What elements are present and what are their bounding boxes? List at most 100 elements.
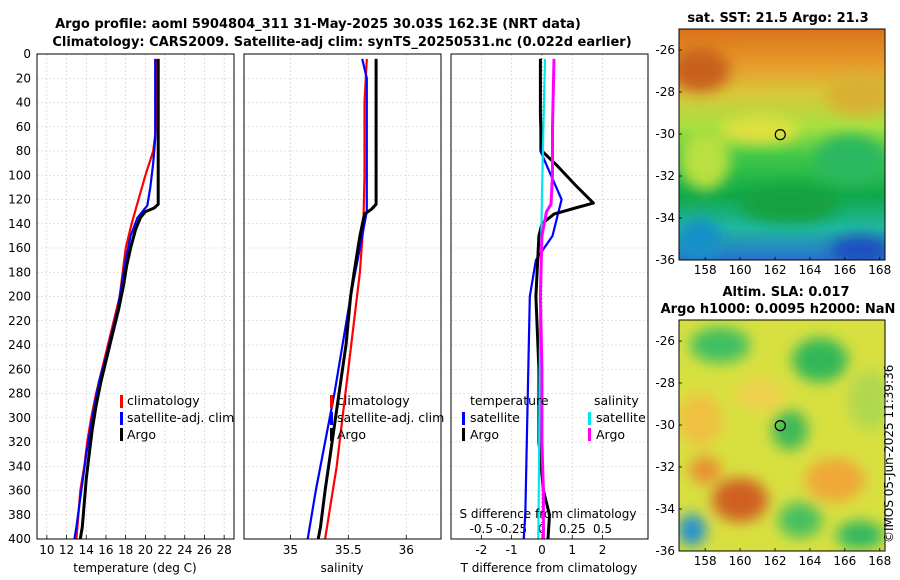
x-tick-label: 24 [177, 543, 192, 557]
salinity-legend: climatology satellite-adj. clim Argo [330, 393, 444, 442]
y-tick-label: 0 [23, 47, 31, 61]
legend-swatch-t-satellite [462, 412, 465, 425]
map-x-tick-label: 158 [694, 554, 717, 568]
legend-swatch-argo [120, 428, 123, 441]
map-x-tick-label: 160 [729, 554, 752, 568]
legend-swatch-satellite [330, 412, 333, 425]
y-tick-label: 80 [16, 144, 31, 158]
x-tick-label: 2 [599, 543, 607, 557]
plot-frame [450, 53, 649, 540]
x-tick-label: 35 [283, 543, 298, 557]
sst-map [679, 29, 885, 260]
y-tick-label: 40 [16, 96, 31, 110]
map-y-tick-label: -30 [655, 127, 675, 141]
legend-swatch-t-argo [462, 428, 465, 441]
x-tick-label: 1 [568, 543, 576, 557]
legend-swatch-climatology [120, 395, 123, 408]
x-tick-label: 20 [138, 543, 153, 557]
legend-swatch-s-argo [588, 428, 591, 441]
map-y-tick-label: -30 [655, 418, 675, 432]
y-tick-label: 260 [8, 362, 31, 376]
y-tick-label: 120 [8, 193, 31, 207]
difference-panel: -2 -1 0 1 2-0.5 -0.25 0 0.25 0.5 [450, 53, 649, 557]
y-tick-label: 400 [8, 532, 31, 546]
argo-location-marker [774, 420, 786, 432]
x-tick-label: 16 [98, 543, 113, 557]
legend-temperature-title: temperature [470, 393, 549, 408]
map-x-tick-label: 166 [833, 554, 856, 568]
header-line2: Climatology: CARS2009. Satellite-adj cli… [52, 35, 631, 50]
map-x-tick-label: 162 [764, 554, 787, 568]
sst-map-frame [678, 28, 886, 261]
sst-map-title: sat. SST: 21.5 Argo: 21.3 [687, 11, 868, 26]
legend-swatch-s-satellite [588, 412, 591, 425]
depth-tick-labels: 0 20 40 60 80 100 120 140 160 180 200 220 240 260 280 3… [8, 47, 31, 546]
x-tick-label: 35.5 [335, 543, 362, 557]
legend-swatch-argo [330, 428, 333, 441]
map-y-tick-label: -32 [655, 169, 675, 183]
map-x-tick-label: 168 [868, 554, 891, 568]
y-tick-label: 180 [8, 265, 31, 279]
plot-frame [243, 53, 442, 540]
legend-argo: Argo [127, 427, 156, 442]
temperature-axis-label: temperature (deg C) [73, 561, 196, 575]
legend-climatology: climatology [127, 393, 200, 408]
y-tick-label: 360 [8, 484, 31, 498]
temperature-legend: climatology satellite-adj. clim Argo [120, 393, 234, 442]
sla-map-subtitle: Argo h1000: 0.0095 h2000: NaN [661, 302, 896, 317]
s-tick-label: 0.25 [559, 522, 586, 536]
legend-s-argo: Argo [596, 427, 625, 442]
legend-argo: Argo [337, 427, 366, 442]
map-x-tick-label: 168 [868, 263, 891, 277]
salinity-axis-label: salinity [320, 561, 363, 575]
sla-texture [679, 327, 885, 549]
y-tick-label: 20 [16, 71, 31, 85]
s-tick-label: 0.5 [593, 522, 612, 536]
series-line-satellite-adj-clim [73, 58, 157, 540]
map-y-tick-label: -26 [655, 334, 675, 348]
y-tick-label: 300 [8, 411, 31, 425]
s-difference-axis-label: S difference from climatology [460, 507, 637, 521]
legend-swatch-satellite [120, 412, 123, 425]
map-x-tick-label: 160 [729, 263, 752, 277]
map-x-tick-label: 164 [798, 554, 821, 568]
map-y-tick-label: -32 [655, 460, 675, 474]
sst-map-axes: 158 160 162 164 166 168 -26 -28 -30 -32 -34 -36 [655, 43, 891, 277]
imos-timestamp: ©IMOS 05-Jun-2025 11:39:36 [882, 365, 896, 543]
map-y-tick-label: -34 [655, 502, 675, 516]
y-tick-label: 220 [8, 314, 31, 328]
x-tick-label: -2 [475, 543, 487, 557]
legend-satellite: satellite-adj. clim [337, 410, 444, 425]
legend-t-satellite: satellite [470, 410, 520, 425]
argo-location-marker [774, 129, 786, 141]
y-tick-label: 140 [8, 217, 31, 231]
map-y-tick-label: -28 [655, 376, 675, 390]
sla-map [679, 320, 885, 551]
legend-satellite: satellite-adj. clim [127, 410, 234, 425]
map-x-tick-label: 162 [764, 263, 787, 277]
map-y-tick-label: -36 [655, 544, 675, 558]
x-tick-label: 36 [399, 543, 414, 557]
legend-s-satellite: satellite [596, 410, 646, 425]
sla-map-frame [678, 319, 886, 552]
s-tick-label: -0.25 [496, 522, 527, 536]
sla-map-title: Altim. SLA: 0.017 [723, 285, 850, 300]
series-line-argo [316, 58, 378, 540]
s-tick-label: -0.5 [470, 522, 493, 536]
map-y-tick-label: -36 [655, 253, 675, 267]
series-line-climatology [324, 58, 368, 540]
x-tick-label: 26 [197, 543, 212, 557]
salinity-panel: 35 35.5 36 [243, 53, 442, 557]
y-tick-label: 100 [8, 168, 31, 182]
y-tick-label: 160 [8, 241, 31, 255]
difference-legend: temperature satellite Argo salinity sate… [462, 393, 646, 442]
x-tick-label: 22 [157, 543, 172, 557]
map-y-tick-label: -26 [655, 43, 675, 57]
legend-swatch-climatology [330, 395, 333, 408]
legend-climatology: climatology [337, 393, 410, 408]
legend-salinity-title: salinity [594, 393, 639, 408]
plot-frame [36, 53, 235, 540]
header-line1: Argo profile: aoml 5904804_311 31-May-20… [55, 17, 581, 32]
map-y-tick-label: -28 [655, 85, 675, 99]
